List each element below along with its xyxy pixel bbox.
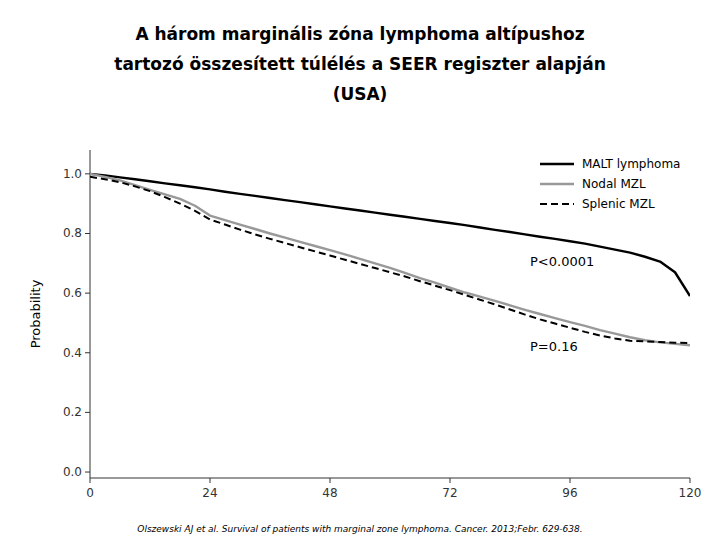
series-line [90,174,690,345]
legend: MALT lymphoma Nodal MZL Splenic MZL [540,157,680,211]
y-tick-label: 0.2 [63,405,82,419]
title: tartozó összesített túlélés a SEER regis… [114,54,605,74]
title: A három marginális zóna lymphoma altípus… [135,24,584,44]
y-tick [85,233,90,234]
y-axis-line [90,150,91,478]
series-line [90,177,690,343]
y-tick [85,412,90,413]
y-tick [85,472,90,473]
x-tick-label: 96 [562,486,577,500]
series-line [90,174,690,296]
x-tick-label: 48 [322,486,337,500]
x-tick-label: 72 [442,486,457,500]
y-tick-label: 0.8 [63,226,82,240]
footnote: Olszewski AJ et al. Survival of patients… [137,524,582,534]
legend-swatch [540,183,574,185]
y-tick-label: 0.0 [63,465,82,479]
x-tick [330,478,331,483]
x-tick [450,478,451,483]
x-tick [90,478,91,483]
y-tick-label: 1.0 [63,167,82,181]
y-tick [85,293,90,294]
chart: A három marginális zóna lymphoma altípus… [0,0,720,540]
legend-label: MALT lymphoma [582,157,680,171]
legend-swatch [540,163,574,165]
background [0,0,720,540]
x-tick [210,478,211,483]
legend-swatch [540,203,574,205]
y-axis-label: Probability [28,279,43,348]
x-tick [690,478,691,483]
y-tick [85,352,90,353]
legend-label: Nodal MZL [582,177,646,191]
plot-area [90,174,690,345]
y-tick [85,173,90,174]
x-axis-line [90,478,690,479]
legend-label: Splenic MZL [582,197,655,211]
y-tick-label: 0.4 [63,346,82,360]
x-tick [570,478,571,483]
annotation: P<0.0001 [530,254,594,269]
y-tick-label: 0.6 [63,286,82,300]
x-tick-label: 24 [202,486,217,500]
x-tick-label: 120 [679,486,702,500]
annotation: P=0.16 [530,339,578,354]
x-tick-label: 0 [86,486,94,500]
title: (USA) [333,84,388,104]
